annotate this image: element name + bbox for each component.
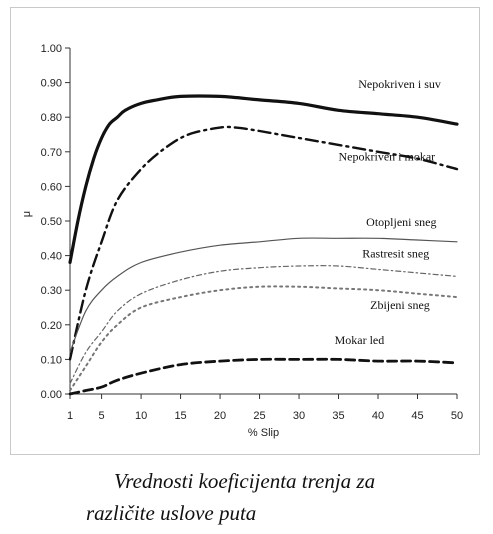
series-line [69,265,458,385]
y-tick-label: 0.20 [41,320,62,332]
chart-frame [10,7,480,455]
x-tick-label: 40 [372,410,384,422]
x-axis-title: % Slip [248,427,279,439]
series-lines [68,94,459,396]
y-tick-label: 1.00 [41,43,62,55]
y-tick-label: 0.90 [41,78,62,90]
y-tick-label: 0.40 [41,251,62,263]
series-line [68,125,459,361]
x-tick-label: 45 [411,410,423,422]
y-tick-label: 0.60 [41,181,62,193]
y-tick-label: 0.30 [41,285,62,297]
y-tick-label: 0.80 [41,112,62,124]
series-label: Mokar led [335,333,385,347]
y-tick-label: 0.50 [41,216,62,228]
series-line [69,285,458,392]
series-label: Otopljeni sneg [366,215,436,229]
tick-marks: 0.00 0.10 0.20 0.30 0.40 0.50 0.60 0.70 0.80 0.90… [41,43,464,422]
series-label: Zbijeni sneg [370,298,430,312]
y-tick-label: 0.70 [41,147,62,159]
series-label: Nepokriven i mokar [339,149,436,163]
x-tick-label: 20 [214,410,226,422]
series-labels: Nepokriven i suv Nepokriven i mokar Otoplj… [335,77,441,347]
x-tick-label: 5 [99,410,105,422]
y-tick-label: 0.10 [41,354,62,366]
series-label: Rastresit sneg [362,246,429,260]
x-tick-label: 50 [451,410,463,422]
x-tick-label: 10 [135,410,147,422]
caption-line-1: Vrednosti koeficijenta trenja za [114,469,376,493]
series-label: Nepokriven i suv [358,77,441,91]
x-tick-label: 30 [293,410,305,422]
x-tick-label: 35 [332,410,344,422]
series-line [68,357,459,396]
x-tick-label: 1 [67,410,73,422]
caption-line-2: različite uslove puta [86,501,257,525]
figure-caption: Vrednosti koeficijenta trenja za različi… [0,466,493,534]
series-line [68,94,459,265]
chart: 0.00 0.10 0.20 0.30 0.40 0.50 0.60 0.70 0.80 0.90… [21,43,464,439]
y-tick-label: 0.00 [41,389,62,401]
x-tick-label: 15 [174,410,186,422]
x-tick-label: 25 [253,410,265,422]
series-line [69,237,458,354]
y-axis-title: μ [21,211,33,217]
